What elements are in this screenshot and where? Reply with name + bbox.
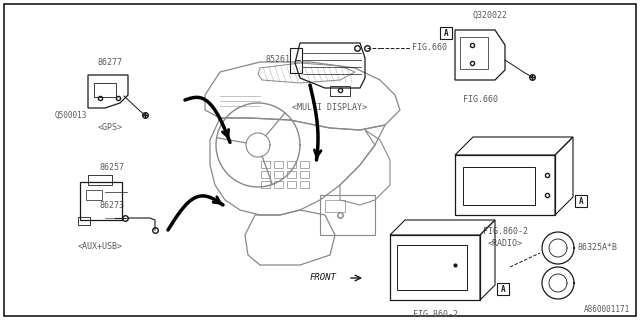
Bar [497,283,509,295]
Bar [261,181,270,188]
Bar [440,27,452,39]
Text: 86277: 86277 [97,58,122,67]
Bar [88,175,112,185]
Bar [287,171,296,178]
Bar [274,161,283,168]
Text: <GPS>: <GPS> [97,123,122,132]
Bar [325,200,345,212]
Bar [94,83,116,97]
Text: A: A [500,284,506,293]
Text: 86257: 86257 [100,163,125,172]
Bar [300,161,309,168]
Text: FIG.660: FIG.660 [463,95,497,104]
Bar [290,48,302,73]
Bar [330,86,350,96]
Bar [86,190,102,200]
Text: Q500013: Q500013 [55,110,88,119]
Bar [397,245,467,290]
Text: 86325A*B: 86325A*B [578,244,618,252]
Text: <MULTI DISPLAY>: <MULTI DISPLAY> [292,103,367,112]
Bar [455,155,555,215]
Bar [274,181,283,188]
Text: Q320022: Q320022 [472,11,508,20]
Bar [460,37,488,69]
Bar [261,171,270,178]
Bar [274,171,283,178]
Bar [80,182,122,220]
Text: A: A [444,28,448,37]
Text: 86273: 86273 [100,201,125,210]
Bar [463,167,535,205]
Text: FIG.860-2: FIG.860-2 [483,227,527,236]
Text: FRONT: FRONT [310,274,337,283]
Bar [320,195,375,235]
Bar [261,161,270,168]
Text: FIG.860-2: FIG.860-2 [413,310,458,319]
Text: <AUX+USB>: <AUX+USB> [77,242,122,251]
Bar [300,171,309,178]
Bar [300,181,309,188]
Bar [287,161,296,168]
Text: <RADIO>: <RADIO> [488,239,522,248]
Text: A860001171: A860001171 [584,305,630,314]
Text: 85261: 85261 [265,55,290,65]
Bar [390,235,480,300]
Text: FIG.660: FIG.660 [412,44,447,52]
Text: A: A [579,196,583,205]
Bar [78,217,90,225]
Bar [287,181,296,188]
Bar [575,195,587,207]
